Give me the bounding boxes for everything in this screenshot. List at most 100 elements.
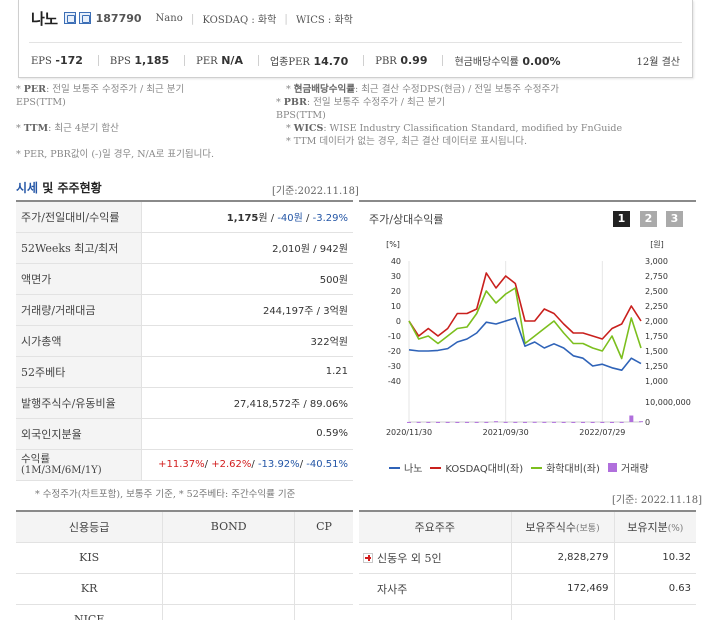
volume-bar (542, 421, 547, 423)
volume-bar (407, 421, 411, 423)
column-header: 보유주식수(보통) (511, 511, 615, 543)
agency-name: KR (16, 573, 164, 605)
note-wics: * WICS: WISE Industry Classification Sta… (286, 123, 623, 134)
note-label: PBR (283, 97, 307, 108)
stat-industry-per: 업종PER 14.70 (270, 53, 348, 68)
cp-rating (294, 604, 353, 620)
column-header: 신용등급 (16, 511, 164, 543)
left-tick-label: -30 (388, 362, 401, 371)
header-text: 보유주식수 (525, 520, 576, 534)
holder-name: 신동우 외 5인 (359, 542, 512, 574)
stat-value: -172 (55, 54, 83, 67)
chemical-relative-line (408, 287, 642, 360)
note-pbr: * PBR: 전일 보통주 수정주가 / 최근 분기 (276, 97, 445, 108)
divider: | (284, 11, 288, 25)
volume-tick-label: 10,000,000 (645, 398, 691, 407)
volume-bar (503, 421, 508, 423)
volume-bar (494, 421, 498, 423)
table-row: NICE (16, 604, 353, 620)
return-1m: +11.37% (158, 459, 205, 470)
stat-label: EPS (31, 56, 52, 67)
holder-shares: 172,469 (511, 573, 615, 605)
change-rate: -3.29% (312, 213, 348, 225)
stat-value: 14.70 (313, 55, 349, 68)
right-tick-label: 1,500 (645, 347, 668, 356)
volume-bar (436, 421, 440, 423)
table-row: 자사주 172,469 0.63 (359, 573, 696, 605)
legend-swatch (607, 463, 617, 472)
note-pbr-2: BPS(TTM) (276, 110, 326, 121)
volume-bar (610, 421, 614, 423)
row-value: 322억원 (141, 325, 353, 357)
chart-page-2[interactable]: 2 (640, 211, 657, 227)
company-title-row: 나노 187790 Nano | KOSDAQ : 화학 | WICS : 화학 (31, 8, 353, 28)
holder-name (359, 604, 512, 620)
english-name: Nano (155, 12, 183, 24)
volume-bar (532, 421, 537, 423)
row-label: 액면가 (16, 263, 142, 295)
left-tick-label: 20 (391, 287, 401, 296)
table-row: 시가총액 322억원 (16, 325, 353, 357)
stat-pbr: PBR 0.99 (375, 54, 427, 67)
volume-bar (629, 415, 634, 422)
price-table: 주가/전일대비/수익률 1,175원 / -40원 / -3.29% 52Wee… (16, 200, 353, 481)
volume-bar (581, 421, 585, 423)
right-tick-label: 2,500 (645, 287, 668, 296)
ir-icon[interactable] (78, 12, 91, 24)
cp-rating (294, 573, 353, 605)
price-line (408, 317, 642, 371)
note-label: PER (23, 84, 47, 95)
returns-sublabel: (1M/3M/6M/1Y) (21, 464, 102, 476)
settlement-month: 12월 결산 (636, 57, 680, 68)
legend-label: 나노 (404, 464, 423, 475)
legend-item: 거래량 (607, 460, 649, 475)
right-tick-label: 1,750 (645, 332, 668, 341)
stat-label: 업종PER (269, 57, 310, 68)
divider (257, 55, 259, 66)
holder-name-text: 신동우 외 5인 (377, 551, 442, 565)
left-tick-label: -10 (388, 332, 401, 341)
divider (363, 55, 365, 66)
stat-value: N/A (221, 54, 243, 67)
left-tick-label: -40 (388, 377, 401, 386)
table-row: KIS (16, 542, 353, 574)
row-label: 주가/전일대비/수익률 (16, 201, 142, 233)
header-divider (29, 42, 682, 43)
homepage-icon[interactable] (63, 12, 76, 24)
row-value: 1,175원 / -40원 / -3.29% (141, 201, 353, 233)
wics-info: WICS : 화학 (296, 14, 353, 26)
table-header-row: 주요주주 보유주식수(보통) 보유지분(%) (359, 511, 696, 543)
price-base-date: [기준:2022.11.18] (272, 186, 359, 197)
left-tick-label: 0 (396, 317, 401, 326)
column-header: CP (294, 511, 353, 543)
stat-bps: BPS 1,185 (110, 54, 169, 67)
stat-dividend-yield: 현금배당수익률 0.00% (454, 53, 560, 68)
expand-plus-icon[interactable] (363, 552, 373, 563)
holder-name: 자사주 (359, 573, 512, 605)
table-row (359, 604, 696, 620)
legend-label: KOSDAQ대비(좌) (445, 464, 524, 475)
chart-page-1[interactable]: 1 (613, 211, 630, 227)
return-6m: -13.92% (257, 459, 300, 470)
volume-bar (474, 421, 479, 423)
note-ttm: * TTM: 최근 4분기 합산 (16, 123, 119, 134)
note-ttm-missing: * TTM 데이터가 없는 경우, 최근 결산 데이터로 표시됩니다. (286, 136, 528, 147)
volume-bar (552, 421, 556, 423)
credit-table: 신용등급 BOND CP KIS KR NICE (16, 510, 353, 620)
volume-bar (455, 421, 460, 423)
stat-eps: EPS -172 (31, 54, 83, 67)
chart-page-3[interactable]: 3 (666, 211, 683, 227)
chart-svg: [%] [원] 40 30 20 10 0 -10 -20 -30 -40 3,000 2,750 2,5… (386, 240, 691, 437)
legend-item: 나노 (389, 460, 422, 475)
returns-label: 수익률 (21, 452, 50, 465)
row-label: 시가총액 (16, 325, 142, 357)
volume-bar (465, 421, 469, 423)
x-tick-label: 2020/11/30 (386, 428, 432, 437)
holder-shares (511, 604, 615, 620)
market-info: KOSDAQ : 화학 (202, 14, 277, 26)
volume-bar (571, 421, 576, 423)
left-tick-label: 40 (391, 257, 401, 266)
left-tick-label: 30 (391, 272, 401, 281)
row-value: 2,010원 / 942원 (141, 232, 353, 264)
row-label: 52Weeks 최고/최저 (16, 232, 142, 264)
